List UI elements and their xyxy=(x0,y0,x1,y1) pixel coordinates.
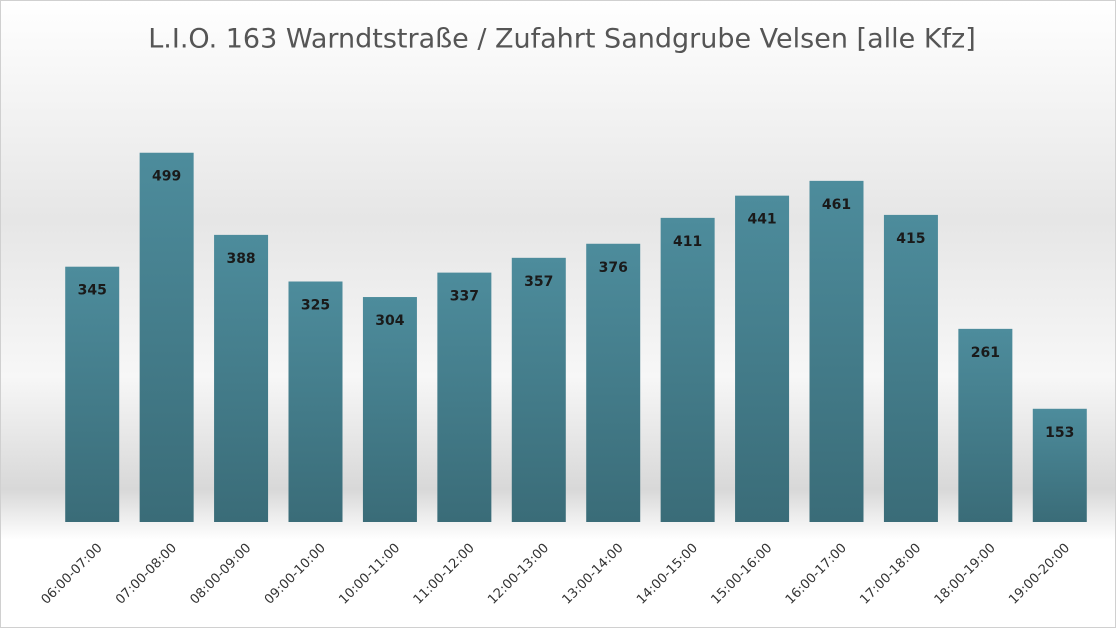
bar xyxy=(288,281,343,522)
value-label: 325 xyxy=(301,298,330,314)
bar xyxy=(511,257,566,522)
value-label: 461 xyxy=(822,197,851,213)
bar xyxy=(1032,408,1087,522)
bar xyxy=(139,152,194,523)
bar xyxy=(586,243,641,522)
bar xyxy=(65,266,120,522)
bar xyxy=(660,217,715,523)
value-label: 376 xyxy=(599,260,628,276)
value-label: 153 xyxy=(1045,425,1074,441)
bar xyxy=(883,214,938,522)
value-label: 411 xyxy=(673,234,702,250)
bar xyxy=(362,297,417,522)
bar xyxy=(437,272,492,522)
value-label: 499 xyxy=(152,169,181,185)
value-label: 261 xyxy=(971,345,1000,361)
value-label: 304 xyxy=(375,313,404,329)
bar xyxy=(735,195,790,522)
value-label: 357 xyxy=(524,274,553,290)
chart-title: L.I.O. 163 Warndtstraße / Zufahrt Sandgr… xyxy=(148,24,975,55)
bar xyxy=(809,180,864,523)
value-label: 415 xyxy=(896,231,925,247)
value-label: 441 xyxy=(747,212,776,228)
bar xyxy=(958,328,1013,522)
value-label: 388 xyxy=(226,251,255,267)
value-label: 345 xyxy=(78,283,107,299)
bar xyxy=(214,234,269,522)
value-label: 337 xyxy=(450,289,479,305)
